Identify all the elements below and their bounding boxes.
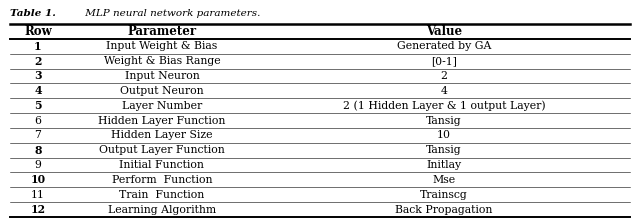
Text: Row: Row: [24, 25, 52, 38]
Text: Weight & Bias Range: Weight & Bias Range: [104, 56, 220, 66]
Text: 5: 5: [34, 100, 42, 111]
Text: 11: 11: [31, 190, 45, 200]
Text: 7: 7: [35, 130, 42, 140]
Text: 12: 12: [30, 204, 45, 215]
Text: 10: 10: [437, 130, 451, 140]
Text: Table 1.: Table 1.: [10, 9, 56, 18]
Text: Trainscg: Trainscg: [420, 190, 468, 200]
Text: Output Neuron: Output Neuron: [120, 86, 204, 96]
Text: 2: 2: [440, 71, 447, 81]
Text: Parameter: Parameter: [127, 25, 196, 38]
Text: Train  Function: Train Function: [119, 190, 205, 200]
Text: Initlay: Initlay: [426, 160, 461, 170]
Text: 4: 4: [440, 86, 447, 96]
Text: Input Neuron: Input Neuron: [125, 71, 199, 81]
Text: Tansig: Tansig: [426, 145, 462, 155]
Text: Input Weight & Bias: Input Weight & Bias: [106, 41, 218, 51]
Text: 1: 1: [34, 41, 42, 52]
Text: Output Layer Function: Output Layer Function: [99, 145, 225, 155]
Text: Hidden Layer Function: Hidden Layer Function: [98, 115, 225, 125]
Text: Tansig: Tansig: [426, 115, 462, 125]
Text: Layer Number: Layer Number: [122, 101, 202, 111]
Text: Learning Algorithm: Learning Algorithm: [108, 205, 216, 215]
Text: Initial Function: Initial Function: [120, 160, 204, 170]
Text: [0-1]: [0-1]: [431, 56, 457, 66]
Text: 8: 8: [34, 145, 42, 156]
Text: 2 (1 Hidden Layer & 1 output Layer): 2 (1 Hidden Layer & 1 output Layer): [342, 100, 545, 111]
Text: 10: 10: [30, 174, 45, 185]
Text: Value: Value: [426, 25, 462, 38]
Text: MLP neural network parameters.: MLP neural network parameters.: [82, 9, 260, 18]
Text: Back Propagation: Back Propagation: [396, 205, 493, 215]
Text: 4: 4: [34, 85, 42, 96]
Text: Mse: Mse: [433, 175, 456, 185]
Text: Generated by GA: Generated by GA: [397, 41, 491, 51]
Text: Perform  Function: Perform Function: [111, 175, 212, 185]
Text: 6: 6: [35, 115, 42, 125]
Text: 9: 9: [35, 160, 42, 170]
Text: 3: 3: [34, 71, 42, 81]
Text: 2: 2: [34, 56, 42, 67]
Text: Hidden Layer Size: Hidden Layer Size: [111, 130, 212, 140]
